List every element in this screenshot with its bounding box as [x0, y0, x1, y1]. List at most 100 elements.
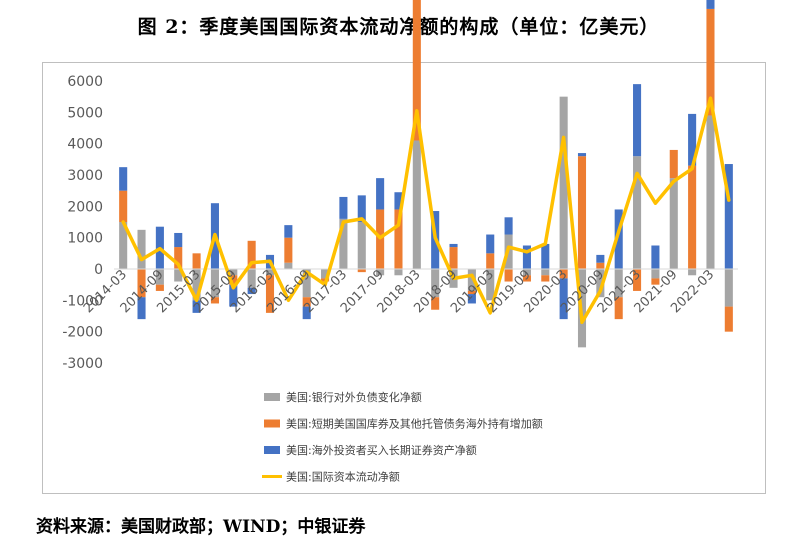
- bar-long: [559, 278, 568, 320]
- legend-label: 美国:银行对外负债变化净额: [286, 390, 422, 404]
- bar-short: [210, 297, 219, 304]
- bar-bank: [633, 156, 642, 269]
- bar-long: [174, 232, 183, 248]
- bar-short: [688, 165, 697, 269]
- bar-short: [174, 247, 183, 269]
- bar-short: [265, 275, 275, 313]
- bar-bank: [302, 269, 311, 298]
- bar-long: [357, 195, 366, 222]
- y-tick-label: 4000: [67, 137, 103, 153]
- bar-long: [486, 234, 495, 254]
- bar-long: [302, 306, 311, 320]
- bar-bank: [541, 269, 550, 276]
- legend: 美国:银行对外负债变化净额美国:短期美国国库券及其他托管债务海外持有增加额美国:…: [262, 390, 543, 484]
- y-tick-label: 1000: [67, 231, 103, 247]
- bar-short: [192, 253, 201, 269]
- bar-bank: [210, 269, 219, 298]
- bar-bank: [284, 262, 293, 269]
- bar-long: [247, 287, 256, 295]
- bar-bank: [431, 269, 440, 298]
- bar-short: [357, 269, 366, 273]
- line-series: [121, 96, 731, 325]
- bar-long: [522, 245, 531, 269]
- legend-label: 美国:海外投资者买入长期证券资产净额: [286, 443, 477, 457]
- bar-bank: [651, 269, 660, 279]
- bar-bank: [688, 269, 697, 276]
- bar-bank: [155, 269, 164, 285]
- bar-bank: [669, 178, 678, 269]
- bar-long: [467, 294, 476, 304]
- bar-long: [596, 254, 605, 263]
- y-tick-label: -1000: [62, 293, 103, 309]
- bar-bank: [229, 269, 238, 276]
- legend-swatch: [264, 393, 280, 401]
- y-tick-label: 2000: [67, 199, 103, 215]
- bar-long: [339, 196, 348, 219]
- bar-short: [541, 275, 550, 282]
- bar-bank: [174, 269, 183, 282]
- source-note: 资料来源：美国财政部；WIND；中银证券: [36, 517, 366, 537]
- bar-bank: [394, 269, 403, 276]
- bar-long: [651, 245, 660, 269]
- bar-short: [449, 247, 458, 269]
- legend-swatch: [264, 419, 280, 428]
- bar-short: [412, 0, 421, 141]
- bar-short: [247, 240, 256, 269]
- bar-short: [651, 278, 660, 285]
- bar-short: [577, 156, 587, 269]
- bar-short: [467, 290, 476, 295]
- bar-short: [633, 269, 642, 291]
- line-total: [121, 96, 731, 325]
- bar-bank: [192, 269, 201, 301]
- bar-short: [486, 253, 495, 269]
- bar-short: [706, 8, 715, 116]
- bar-short: [119, 190, 128, 222]
- bar-long: [376, 178, 385, 210]
- legend-label: 美国:短期美国国库券及其他托管债务海外持有增加额: [286, 417, 543, 431]
- bar-bank: [614, 269, 623, 298]
- bar-short: [522, 275, 531, 282]
- bar-short: [137, 269, 146, 298]
- bar-short: [559, 269, 568, 279]
- y-tick-label: -2000: [62, 325, 103, 341]
- bar-short: [504, 269, 513, 282]
- bar-long: [504, 217, 513, 235]
- bar-long: [229, 284, 238, 307]
- y-tick-label: 5000: [67, 105, 103, 121]
- bar-bank: [265, 269, 275, 276]
- bar-short: [229, 275, 238, 285]
- bar-bank: [137, 229, 146, 269]
- bar-long: [577, 153, 587, 157]
- bar-long: [724, 164, 733, 269]
- bar-short: [284, 237, 293, 263]
- bar-bank: [357, 222, 366, 269]
- bar-bank: [486, 269, 495, 301]
- y-tick-label: 6000: [67, 74, 103, 90]
- legend-swatch: [264, 446, 280, 454]
- bar-short: [614, 297, 623, 320]
- bar-long: [541, 243, 550, 269]
- y-tick-label: 3000: [67, 168, 103, 184]
- bar-short: [431, 297, 440, 310]
- bar-short: [669, 149, 678, 179]
- bar-long: [394, 192, 403, 210]
- y-tick-label: -3000: [62, 356, 103, 372]
- bar-short: [596, 262, 605, 269]
- bar-bank: [724, 269, 733, 307]
- bar-long: [192, 300, 201, 313]
- bar-bank: [467, 269, 476, 291]
- bar-bank: [522, 269, 531, 276]
- bar-bank: [376, 269, 385, 276]
- bar-bank: [559, 96, 568, 270]
- bar-bank: [321, 269, 330, 279]
- bar-short: [302, 297, 311, 307]
- bar-long: [449, 243, 458, 248]
- bar-long: [633, 84, 642, 157]
- bar-bank: [119, 222, 128, 269]
- y-axis-ticks: 6000 5000 4000 3000 2000 1000 0 -1000 -2000 -3000: [62, 74, 103, 372]
- bar-short: [155, 284, 164, 291]
- bar-bank: [247, 269, 256, 288]
- bar-bank: [596, 269, 605, 298]
- bar-long: [284, 225, 293, 238]
